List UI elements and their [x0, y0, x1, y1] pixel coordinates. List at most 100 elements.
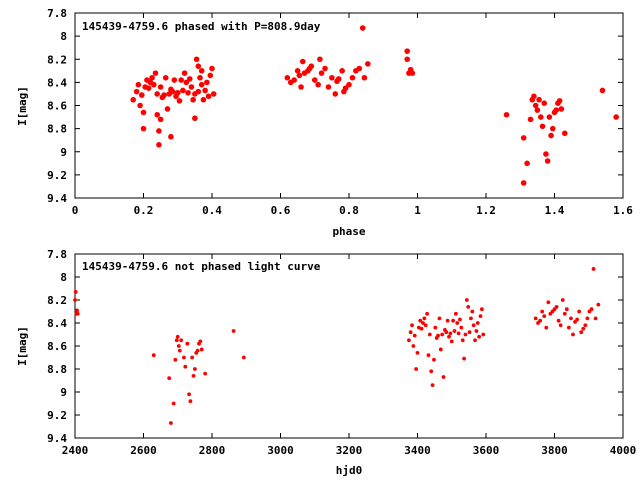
unphased-data-point [415, 351, 420, 355]
phased-data-point [527, 116, 534, 123]
unphased-data-point [438, 347, 443, 352]
unphased-data-point [192, 367, 197, 371]
unphased-data-point [407, 338, 411, 343]
unphased-data-point [479, 307, 484, 312]
unphased-data-point [459, 325, 464, 330]
unphased-data-point [471, 323, 476, 328]
phased-y-tick-label: 9 [60, 146, 67, 159]
unphased-y-tick-label: 8.6 [47, 340, 67, 353]
phased-y-tick-label: 9.4 [47, 192, 67, 205]
unphased-data-point [564, 307, 569, 312]
phased-y-tick-label: 8.4 [47, 76, 67, 89]
unphased-x-tick-label: 3800 [541, 444, 568, 457]
phased-y-tick-label: 8 [60, 30, 67, 43]
phased-data-point [520, 180, 527, 186]
phased-data-point [162, 74, 169, 81]
phased-data-point [195, 63, 202, 69]
unphased-data-point [185, 341, 190, 346]
unphased-data-point [432, 357, 436, 362]
phased-data-point [192, 115, 198, 122]
phased-data-point [538, 114, 544, 120]
unphased-data-point [411, 344, 416, 348]
phased-data-point [210, 91, 217, 97]
phased-data-point [156, 142, 162, 148]
unphased-data-point [436, 333, 440, 338]
unphased-data-point [73, 298, 77, 302]
phased-data-point [342, 85, 349, 91]
unphased-data-point [542, 314, 547, 318]
unphased-y-tick-label: 9 [60, 386, 67, 399]
unphased-data-point [195, 348, 200, 353]
unphased-data-point [191, 374, 196, 378]
phased-data-point [205, 93, 212, 100]
unphased-data-point [456, 331, 461, 336]
unphased-x-axis-label: hjd0 [336, 464, 363, 477]
unphased-y-tick-label: 9.2 [47, 409, 67, 422]
phased-data-point [543, 151, 549, 157]
phased-axis-ticks [74, 12, 624, 199]
unphased-data-point [475, 321, 480, 325]
phased-data-point [356, 65, 363, 72]
phased-data-point [209, 65, 215, 72]
phased-data-point [503, 111, 510, 118]
unphased-data-point [171, 401, 176, 406]
unphased-data-point [455, 321, 460, 325]
unphased-chart-title: 145439-4759.6 not phased light curve [82, 260, 321, 273]
unphased-plot-frame [74, 253, 624, 439]
phased-data-point [544, 158, 551, 164]
phased-data-point [549, 125, 556, 132]
unphased-data-point [419, 326, 424, 331]
phased-data-point [558, 106, 565, 112]
unphased-data-point [593, 316, 598, 321]
phased-data-point [140, 109, 147, 116]
unphased-data-point [469, 316, 473, 321]
unphased-data-point [426, 353, 431, 358]
unphased-data-point [463, 332, 468, 337]
unphased-data-point [182, 355, 186, 360]
phased-data-point [539, 123, 546, 130]
unphased-data-point [558, 323, 563, 328]
unphased-data-point [452, 329, 457, 333]
phased-y-tick-label: 7.8 [47, 7, 67, 20]
unphased-data-point [198, 339, 203, 344]
unphased-data-point [460, 338, 465, 343]
phased-data-point [180, 87, 186, 94]
phased-data-point [174, 89, 181, 96]
phased-plot-frame [74, 12, 624, 199]
phased-data-point [157, 84, 164, 90]
phased-data-point [322, 65, 328, 72]
phased-data-point [359, 25, 366, 31]
phased-light-curve-panel: 0 0.2 0.4 0.6 0.8 1 1.2 1.4 1.6 7.8 8 8.2 8.4 8.6 8.8 9… [16, 7, 633, 238]
phased-data-point [130, 96, 137, 103]
unphased-data-point [449, 339, 454, 344]
unphased-data-point [176, 344, 181, 348]
phased-data-point [404, 48, 411, 54]
unphased-data-point [575, 317, 580, 322]
unphased-data-point [448, 331, 453, 336]
phased-data-point [361, 74, 368, 81]
unphased-data-point [231, 329, 236, 333]
phased-data-point [339, 68, 345, 74]
unphased-data-point [577, 309, 582, 314]
phased-data-point [298, 84, 304, 90]
phased-data-point [202, 87, 208, 94]
phased-data-point [195, 88, 202, 95]
unphased-data-points [73, 267, 601, 425]
unphased-y-tick-label: 8.8 [47, 363, 67, 376]
unphased-data-point [188, 399, 193, 404]
phased-data-point [149, 74, 155, 81]
unphased-y-tick-label: 8.4 [47, 317, 67, 330]
phased-data-point [178, 77, 184, 83]
phased-data-point [294, 68, 301, 74]
phased-data-point [365, 61, 371, 67]
phased-data-point [335, 76, 342, 82]
unphased-data-point [538, 318, 543, 323]
unphased-light-curve-panel: 2400 2600 2800 3000 3200 3400 3600 3800 4000 7.8 8… [16, 248, 636, 477]
phased-data-point [154, 91, 160, 97]
unphased-data-point [174, 338, 179, 343]
unphased-data-point [481, 332, 486, 337]
phased-data-point [296, 72, 303, 79]
unphased-data-point [187, 392, 191, 397]
phased-data-point [404, 56, 411, 63]
unphased-data-point [425, 311, 429, 316]
